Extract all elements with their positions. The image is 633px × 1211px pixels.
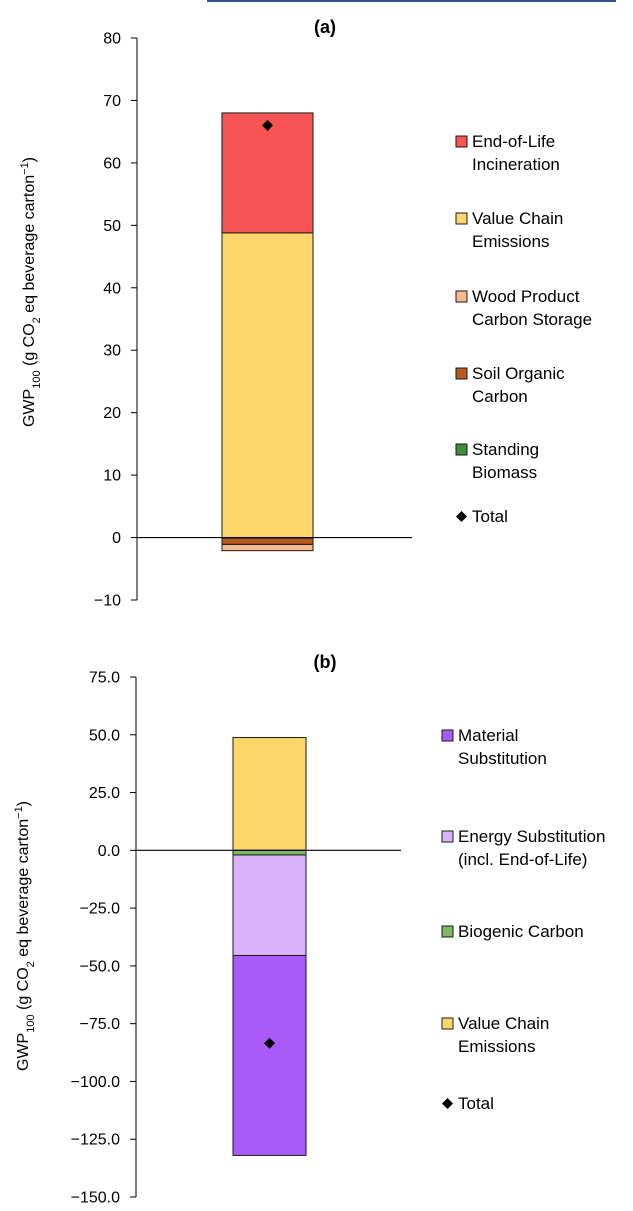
legend-label: Emissions	[458, 1037, 535, 1056]
y-tick-label: 10	[103, 468, 121, 485]
bar-segment-wood-product-carbon-storage	[221, 543, 314, 552]
y-tick-label: 75.0	[89, 670, 120, 687]
legend-label: Incineration	[472, 155, 560, 174]
top-edge-strip	[207, 0, 616, 2]
y-tick-label: −125.0	[71, 1132, 120, 1149]
legend-swatch	[441, 925, 454, 938]
legend-label: Total	[472, 507, 508, 526]
legend-item-total: Total	[442, 1094, 494, 1113]
bar-segment-material-substitution	[232, 954, 307, 1156]
legend-item-total: Total	[456, 507, 508, 526]
y-tick-label: 0	[112, 530, 121, 547]
legend-label: Energy Substitution	[458, 827, 605, 846]
legend-item-value-chain-emissions: Value Chain Emissions	[455, 209, 563, 251]
legend-item-soil-organic-carbon: Soil Organic Carbon	[455, 364, 565, 406]
legend-label: Substitution	[458, 749, 547, 768]
y-tick-label: −25.0	[80, 901, 121, 918]
y-tick-label: −100.0	[71, 1074, 120, 1091]
panel-label: (a)	[314, 17, 336, 37]
y-tick-label: 80	[103, 31, 121, 48]
legend-item-energy-substitution-incl-end-of-life: Energy Substitution (incl. End-of-Life)	[441, 827, 605, 869]
legend-label: Emissions	[472, 232, 549, 251]
total-marker	[264, 1037, 275, 1049]
legend-swatch	[441, 1017, 454, 1030]
legend-swatch	[455, 212, 468, 225]
legend-item-material-substitution: Material Substitution	[441, 726, 547, 768]
legend-swatch	[455, 135, 468, 148]
legend-item-wood-product-carbon-storage: Wood Product Carbon Storage	[455, 287, 592, 329]
legend-label: Standing	[472, 440, 539, 459]
legend-diamond	[456, 511, 467, 522]
total-marker	[262, 119, 273, 131]
bar-segment-end-of-life-incineration	[221, 112, 314, 234]
legend-label: Carbon	[472, 387, 528, 406]
legend-label: (incl. End-of-Life)	[458, 850, 587, 869]
y-tick-label: 0.0	[98, 843, 120, 860]
legend-swatch	[455, 367, 468, 380]
y-tick-label: −75.0	[80, 1016, 121, 1033]
legend-label: Carbon Storage	[472, 310, 592, 329]
panel-label: (b)	[314, 652, 337, 672]
panel-b: (b) 75.0 50.0 25.0 0.0 −25.0 −50.0 −75.0 −100.0 −…	[13, 652, 605, 1207]
legend-swatch	[455, 443, 468, 456]
legend-label: Material	[458, 726, 518, 745]
y-tick-label: 50.0	[89, 727, 120, 744]
y-tick-label: −10	[94, 593, 121, 610]
legend-label: Soil Organic	[472, 364, 565, 383]
legend-label: Value Chain	[472, 209, 563, 228]
legend-item-end-of-life-incineration: End-of-Life Incineration	[455, 132, 560, 174]
bar-segment-value-chain-emissions	[221, 232, 314, 539]
legend-label: Wood Product	[472, 287, 580, 306]
y-axis-label: GWP100 (g CO2 eq beverage carton−1)	[13, 801, 37, 1071]
legend-item-biogenic-carbon: Biogenic Carbon	[441, 922, 584, 941]
y-tick-label: 70	[103, 93, 121, 110]
legend-swatch	[441, 729, 454, 742]
y-tick-label: −50.0	[80, 958, 121, 975]
legend-label: Biomass	[472, 463, 537, 482]
legend-swatch	[455, 290, 468, 303]
panel-a: (a) 80 70 60 50 40 30 20 10 0 −10 GWP100 (g CO2 eq …	[19, 17, 592, 610]
y-tick-label: 50	[103, 218, 121, 235]
bar-segment-value-chain-emissions	[232, 737, 307, 851]
y-tick-label: 20	[103, 405, 121, 422]
y-tick-label: 30	[103, 343, 121, 360]
legend-swatch	[441, 830, 454, 843]
legend-label: Total	[458, 1094, 494, 1113]
y-tick-label: 60	[103, 155, 121, 172]
legend-item-standing-biomass: Standing Biomass	[455, 440, 539, 482]
y-tick-label: 25.0	[89, 785, 120, 802]
legend-diamond	[442, 1098, 453, 1109]
bar-segment-biogenic-carbon	[232, 849, 307, 856]
legend-label: End-of-Life	[472, 132, 555, 151]
legend-item-value-chain-emissions: Value Chain Emissions	[441, 1014, 549, 1056]
legend-label: Value Chain	[458, 1014, 549, 1033]
y-tick-label: 40	[103, 280, 121, 297]
y-axis-label: GWP100 (g CO2 eq beverage carton−1)	[19, 157, 43, 427]
legend-label: Biogenic Carbon	[458, 922, 584, 941]
y-tick-label: −150.0	[71, 1190, 120, 1207]
bar-segment-energy-substitution-incl-end-of-life	[232, 854, 307, 956]
bar-segment-soil-organic-carbon	[221, 537, 314, 545]
